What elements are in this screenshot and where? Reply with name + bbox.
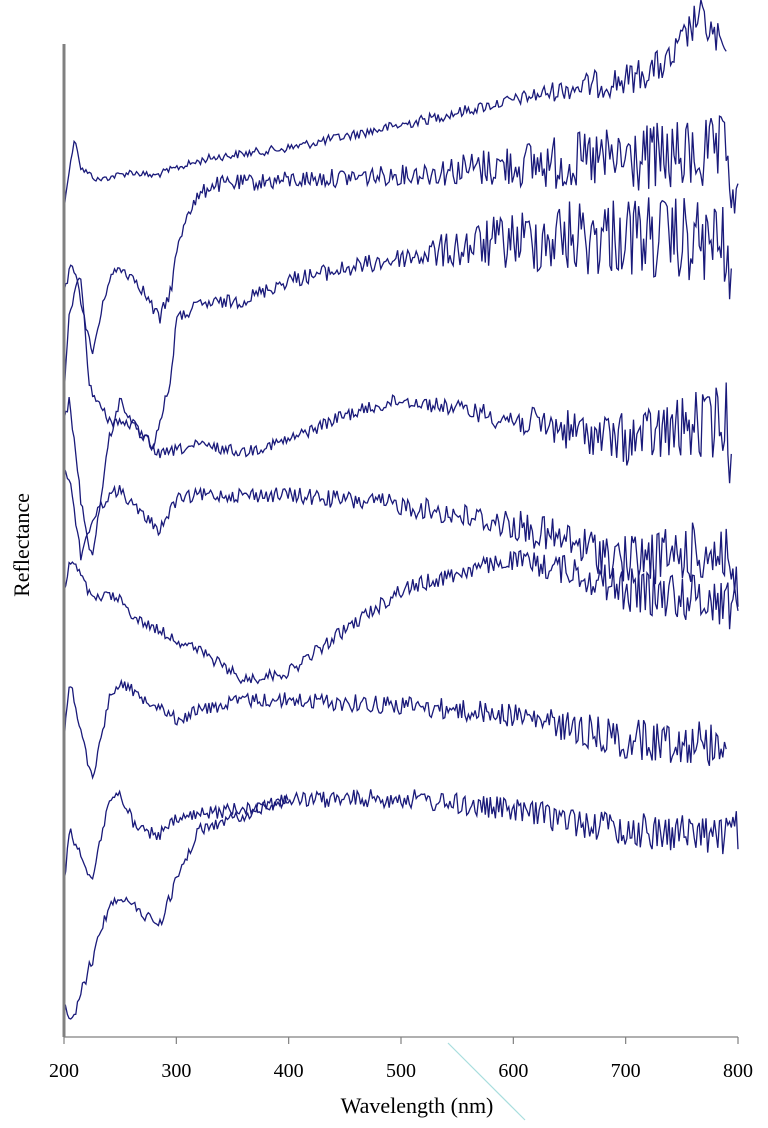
spectrum-line-8: [63, 788, 739, 881]
x-tick-label: 600: [498, 1060, 528, 1082]
x-tick-label: 300: [161, 1060, 191, 1082]
spectrum-line-2: [63, 115, 739, 355]
spectrum-line-6: [63, 549, 739, 685]
x-tick-label: 200: [49, 1060, 79, 1082]
spectrum-line-1: [63, 0, 727, 211]
spectrum-line-9: [63, 793, 289, 1020]
spectrum-line-5: [63, 467, 739, 607]
decorative-diagonal-line: [447, 1042, 526, 1121]
x-tick-label: 700: [611, 1060, 641, 1082]
spectrum-line-4: [63, 382, 732, 556]
x-tick-layer: 200 300 400 500 600 700 800: [49, 1037, 753, 1082]
y-axis-title: Reflectance: [9, 493, 34, 597]
series-layer: [63, 0, 739, 1020]
x-axis-title: Wavelength (nm): [341, 1093, 494, 1118]
x-tick-label: 400: [274, 1060, 304, 1082]
spectrum-line-3: [63, 197, 732, 450]
x-tick-label: 800: [723, 1060, 753, 1082]
x-tick-label: 500: [386, 1060, 416, 1082]
spectrum-line-7: [63, 678, 727, 780]
